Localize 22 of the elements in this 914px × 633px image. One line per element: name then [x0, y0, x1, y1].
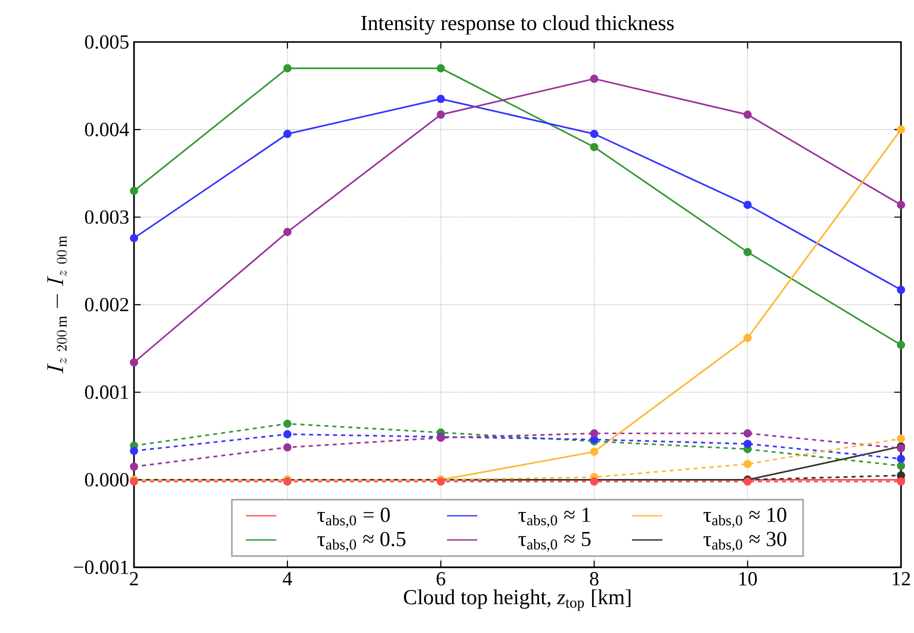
legend-label: τ$_{abs,0}$ ≈ 0.5 — [317, 532, 406, 552]
y-tick-label: 0.004 — [85, 122, 129, 136]
legend-label: τ$_{abs,0}$ ≈ 5 — [518, 532, 591, 552]
y-tick-label: 0.002 — [85, 298, 128, 312]
y-axis-title: $I_{z\ 200\,\mathrm{m}} - I_{z\ 00\,\mathrm{m}}$ — [47, 236, 67, 374]
x-tick-label: 8 — [590, 572, 598, 586]
x-tick-label: 6 — [436, 572, 446, 586]
x-tick-label: 2 — [130, 572, 138, 586]
chart-title: Intensity response to cloud thickness — [361, 15, 674, 34]
x-tick-label: 4 — [282, 572, 292, 586]
y-tick-label: 0.005 — [85, 35, 129, 49]
legend-label: τ$_{abs,0}$ ≈ 1 — [518, 508, 590, 528]
y-tick-label: 0.000 — [85, 472, 129, 486]
y-tick-label: −0.001 — [74, 560, 128, 574]
y-tick-label: 0.001 — [85, 385, 128, 399]
y-tick-label: 0.003 — [85, 210, 129, 224]
x-tick-label: 12 — [892, 572, 910, 586]
legend-label: τ$_{abs,0}$ = 0 — [317, 508, 390, 528]
x-tick-label: 10 — [739, 572, 757, 586]
x-axis-title: Cloud top height, z$_{top}$ [km] — [404, 589, 630, 611]
legend-label: τ$_{abs,0}$ ≈ 30 — [704, 532, 786, 552]
legend-label: τ$_{abs,0}$ ≈ 10 — [704, 508, 786, 528]
